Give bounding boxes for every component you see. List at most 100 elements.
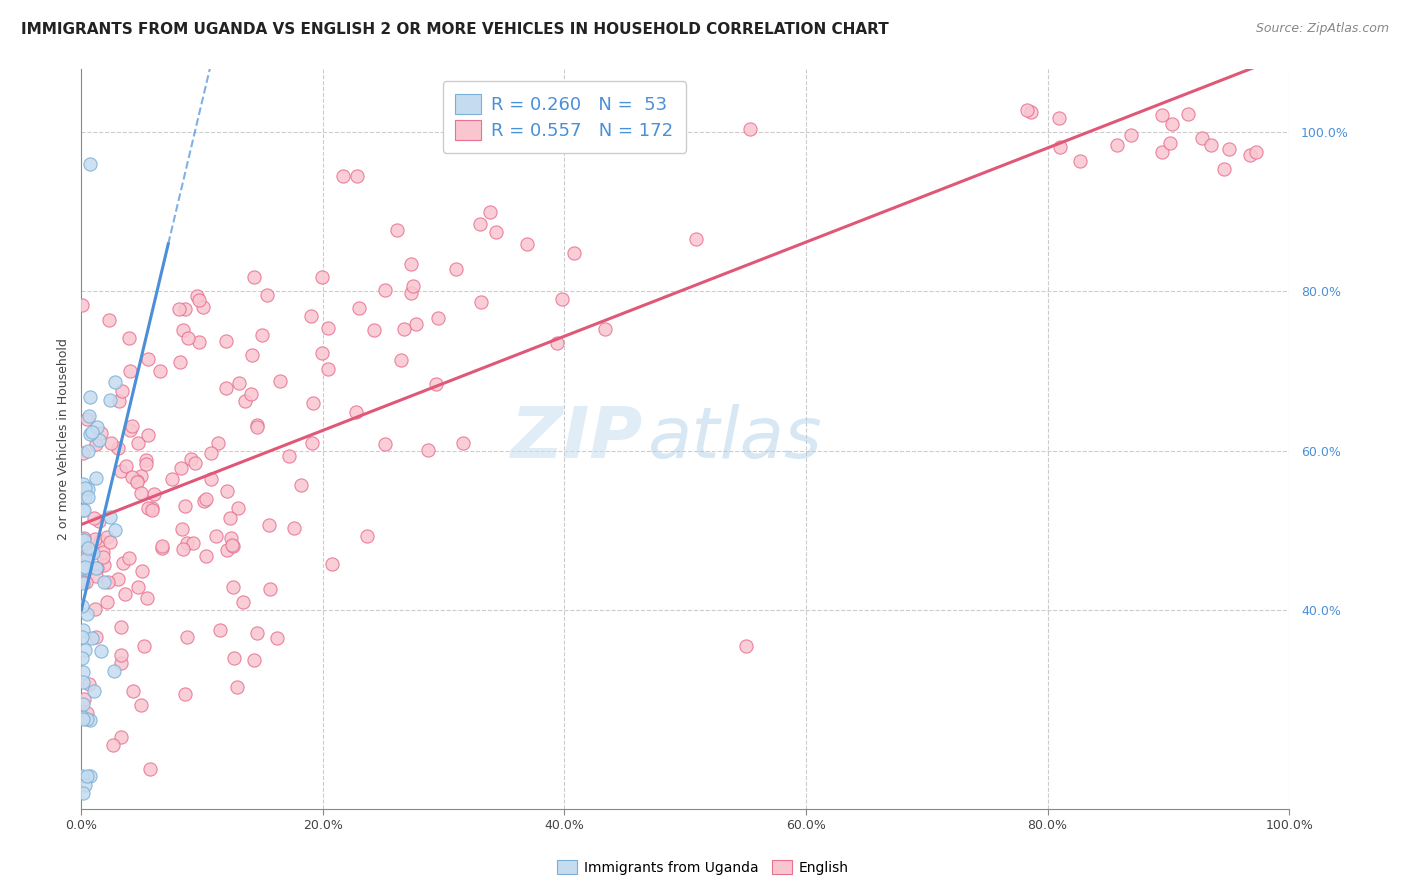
Point: [316, 362, 339, 376]
Point: [72, 710, 94, 724]
Point: [516, 237, 538, 252]
Point: [1213, 162, 1236, 177]
Point: [72, 624, 94, 638]
Point: [150, 541, 173, 556]
Point: [1177, 106, 1199, 120]
Point: [269, 375, 291, 389]
Point: [200, 472, 222, 486]
Point: [299, 309, 322, 323]
Point: [685, 232, 707, 246]
Point: [347, 301, 370, 316]
Point: [470, 294, 492, 309]
Point: [176, 630, 198, 644]
Point: [232, 595, 254, 609]
Point: [1119, 128, 1142, 143]
Point: [402, 279, 425, 293]
Point: [76, 562, 98, 576]
Point: [110, 620, 132, 634]
Point: [425, 377, 447, 392]
Point: [73, 481, 96, 495]
Point: [416, 442, 439, 457]
Point: [118, 551, 141, 566]
Point: [89, 533, 111, 548]
Point: [215, 381, 238, 395]
Text: atlas: atlas: [647, 404, 821, 474]
Point: [374, 437, 396, 451]
Point: [121, 470, 143, 484]
Point: [228, 376, 250, 391]
Point: [107, 572, 129, 586]
Point: [194, 549, 217, 564]
Point: [77, 443, 100, 458]
Point: [311, 269, 333, 284]
Point: [243, 269, 266, 284]
Point: [80, 425, 103, 439]
Point: [135, 457, 157, 471]
Point: [104, 376, 127, 390]
Point: [135, 591, 157, 605]
Point: [125, 475, 148, 489]
Point: [79, 768, 101, 782]
Point: [257, 517, 280, 532]
Point: [399, 285, 422, 300]
Point: [259, 582, 281, 596]
Point: [127, 475, 149, 489]
Point: [91, 545, 114, 559]
Point: [70, 768, 93, 782]
Point: [1218, 142, 1240, 156]
Point: [222, 580, 245, 594]
Point: [278, 450, 301, 464]
Point: [177, 331, 200, 345]
Point: [1159, 136, 1181, 150]
Point: [96, 595, 118, 609]
Point: [73, 543, 96, 558]
Point: [84, 569, 107, 583]
Point: [118, 423, 141, 437]
Legend: R = 0.260   N =  53, R = 0.557   N = 172: R = 0.260 N = 53, R = 0.557 N = 172: [443, 81, 686, 153]
Point: [191, 301, 214, 315]
Point: [70, 630, 93, 644]
Point: [186, 289, 208, 303]
Point: [72, 698, 94, 712]
Point: [468, 217, 491, 231]
Point: [246, 420, 269, 434]
Point: [550, 292, 572, 306]
Point: [233, 394, 256, 409]
Point: [96, 531, 118, 545]
Legend: Immigrants from Uganda, English: Immigrants from Uganda, English: [551, 855, 855, 880]
Point: [84, 532, 107, 546]
Point: [115, 458, 138, 473]
Point: [73, 531, 96, 545]
Point: [246, 417, 269, 432]
Point: [77, 541, 100, 555]
Point: [136, 428, 159, 442]
Text: ZIP: ZIP: [510, 404, 643, 474]
Point: [98, 313, 121, 327]
Point: [100, 435, 122, 450]
Point: [170, 461, 193, 475]
Point: [114, 587, 136, 601]
Point: [160, 472, 183, 486]
Point: [90, 425, 112, 440]
Point: [72, 576, 94, 591]
Point: [79, 390, 101, 404]
Point: [91, 549, 114, 564]
Point: [224, 651, 246, 665]
Point: [72, 599, 94, 613]
Point: [93, 575, 115, 590]
Point: [226, 501, 249, 516]
Point: [1199, 137, 1222, 152]
Point: [110, 648, 132, 662]
Point: [79, 426, 101, 441]
Point: [588, 109, 610, 123]
Point: [70, 651, 93, 665]
Point: [174, 500, 197, 514]
Point: [112, 556, 135, 570]
Point: [219, 510, 242, 524]
Point: [72, 298, 94, 312]
Point: [200, 446, 222, 460]
Point: [131, 564, 153, 578]
Text: IMMIGRANTS FROM UGANDA VS ENGLISH 2 OR MORE VEHICLES IN HOUSEHOLD CORRELATION CH: IMMIGRANTS FROM UGANDA VS ENGLISH 2 OR M…: [21, 22, 889, 37]
Point: [311, 345, 333, 359]
Point: [77, 409, 100, 423]
